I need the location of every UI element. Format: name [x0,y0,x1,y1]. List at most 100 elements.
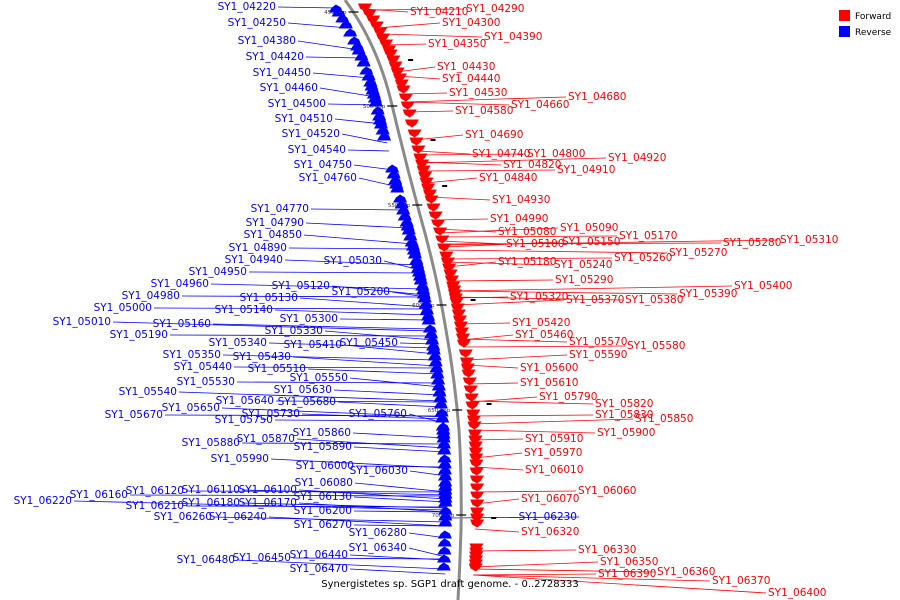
gene-label-reverse[interactable]: SY1_05540 [119,386,177,398]
gene-arrow-reverse[interactable] [436,557,451,563]
gene-arrow-forward[interactable] [469,551,484,557]
gene-arrow-forward[interactable] [382,45,397,51]
gene-arrow-forward[interactable] [394,79,409,85]
gene-arrow-forward[interactable] [455,333,470,339]
gene-arrow-reverse[interactable] [429,367,444,373]
gene-arrow-reverse[interactable] [433,403,448,409]
gene-label-forward[interactable]: SY1_05580 [627,340,685,352]
gene-arrow-forward[interactable] [462,377,477,383]
gene-arrow-reverse[interactable] [437,463,452,469]
gene-arrow-reverse[interactable] [422,327,437,333]
gene-label-reverse[interactable]: SY1_06240 [209,511,267,523]
gene-label-reverse[interactable]: SY1_04420 [246,51,304,63]
gene-arrow-forward[interactable] [440,257,455,263]
gene-label-reverse[interactable]: SY1_06170 [239,497,297,509]
gene-label-reverse[interactable]: SY1_06440 [290,549,348,561]
gene-arrow-reverse[interactable] [370,109,385,115]
gene-label-forward[interactable]: SY1_04930 [492,194,550,206]
gene-arrow-reverse[interactable] [413,279,428,285]
gene-label-reverse[interactable]: SY1_04460 [260,82,318,94]
gene-label-forward[interactable]: SY1_06400 [768,587,826,599]
gene-arrow-reverse[interactable] [368,101,383,107]
gene-arrow-forward[interactable] [424,195,439,201]
gene-label-forward[interactable]: SY1_05180 [498,256,556,268]
gene-arrow-reverse[interactable] [354,55,369,61]
gene-label-reverse[interactable]: SY1_06480 [177,554,235,566]
gene-label-reverse[interactable]: SY1_06200 [294,505,352,517]
gene-arrow-forward[interactable] [411,145,426,151]
gene-arrow-forward[interactable] [437,243,452,249]
gene-arrow-forward[interactable] [431,219,446,225]
gene-label-forward[interactable]: SY1_05150 [562,236,620,248]
gene-label-reverse[interactable]: SY1_04950 [189,266,247,278]
gene-arrow-forward[interactable] [470,483,485,489]
gene-label-reverse[interactable]: SY1_05300 [280,313,338,325]
gene-label-reverse[interactable]: SY1_06180 [182,497,240,509]
gene-arrow-forward[interactable] [373,27,388,33]
gene-arrow-reverse[interactable] [386,173,401,179]
gene-arrow-reverse[interactable] [431,385,446,391]
gene-label-reverse[interactable]: SY1_06100 [239,484,297,496]
gene-label-forward[interactable]: SY1_04910 [557,164,615,176]
gene-arrow-reverse[interactable] [423,333,438,339]
gene-arrow-forward[interactable] [407,129,422,135]
gene-arrow-reverse[interactable] [438,501,453,507]
gene-arrow-reverse[interactable] [438,509,453,515]
gene-arrow-forward[interactable] [422,189,437,195]
gene-label-reverse[interactable]: SY1_06120 [126,485,184,497]
gene-label-reverse[interactable]: SY1_06030 [350,465,408,477]
gene-label-reverse[interactable]: SY1_04450 [253,67,311,79]
gene-arrow-reverse[interactable] [428,361,443,367]
gene-label-reverse[interactable]: SY1_05880 [182,437,240,449]
gene-label-forward[interactable]: SY1_05270 [669,247,727,259]
gene-arrow-reverse[interactable] [437,449,452,455]
gene-arrow-reverse[interactable] [407,253,422,259]
gene-label-forward[interactable]: SY1_04690 [465,129,523,141]
gene-arrow-reverse[interactable] [432,391,447,397]
gene-arrow-reverse[interactable] [436,565,451,571]
gene-arrow-reverse[interactable] [437,469,452,475]
gene-arrow-forward[interactable] [454,327,469,333]
gene-arrow-forward[interactable] [463,385,478,391]
gene-arrow-forward[interactable] [398,93,413,99]
gene-arrow-forward[interactable] [470,507,485,513]
gene-label-reverse[interactable]: SY1_06280 [349,527,407,539]
gene-label-forward[interactable]: SY1_04740 [472,148,530,160]
gene-arrow-reverse[interactable] [403,235,418,241]
gene-arrow-forward[interactable] [376,33,391,39]
gene-arrow-forward[interactable] [447,285,462,291]
gene-label-reverse[interactable]: SY1_05530 [177,376,235,388]
gene-label-reverse[interactable]: SY1_06110 [182,484,240,496]
gene-arrow-forward[interactable] [468,563,483,569]
gene-arrow-reverse[interactable] [417,297,432,303]
gene-label-reverse[interactable]: SY1_06230 [519,511,577,523]
gene-label-reverse[interactable]: SY1_05190 [110,329,168,341]
gene-arrow-reverse[interactable] [438,515,453,521]
gene-arrow-forward[interactable] [469,467,484,473]
gene-label-forward[interactable]: SY1_04820 [503,159,561,171]
gene-arrow-forward[interactable] [366,15,381,21]
gene-label-reverse[interactable]: SY1_04500 [268,98,326,110]
gene-label-reverse[interactable]: SY1_06210 [126,500,184,512]
gene-label-forward[interactable]: SY1_04300 [442,17,500,29]
gene-label-reverse[interactable]: SY1_04380 [238,35,296,47]
gene-label-forward[interactable]: SY1_05830 [595,409,653,421]
gene-label-forward[interactable]: SY1_05370 [566,294,624,306]
gene-label-forward[interactable]: SY1_04350 [428,38,486,50]
gene-arrow-forward[interactable] [413,153,428,159]
gene-label-reverse[interactable]: SY1_04850 [244,229,302,241]
gene-label-forward[interactable]: SY1_06370 [712,575,770,587]
gene-label-forward[interactable]: SY1_04840 [479,172,537,184]
gene-arrow-forward[interactable] [467,421,482,427]
gene-arrow-forward[interactable] [400,101,415,107]
gene-arrow-forward[interactable] [458,349,473,355]
gene-label-reverse[interactable]: SY1_05350 [163,349,221,361]
gene-arrow-forward[interactable] [392,73,407,79]
gene-label-forward[interactable]: SY1_05820 [595,398,653,410]
gene-arrow-reverse[interactable] [437,475,452,481]
gene-arrow-forward[interactable] [390,67,405,73]
gene-arrow-forward[interactable] [449,297,464,303]
gene-arrow-reverse[interactable] [397,215,412,221]
gene-label-forward[interactable]: SY1_05460 [515,329,573,341]
gene-arrow-reverse[interactable] [431,379,446,385]
